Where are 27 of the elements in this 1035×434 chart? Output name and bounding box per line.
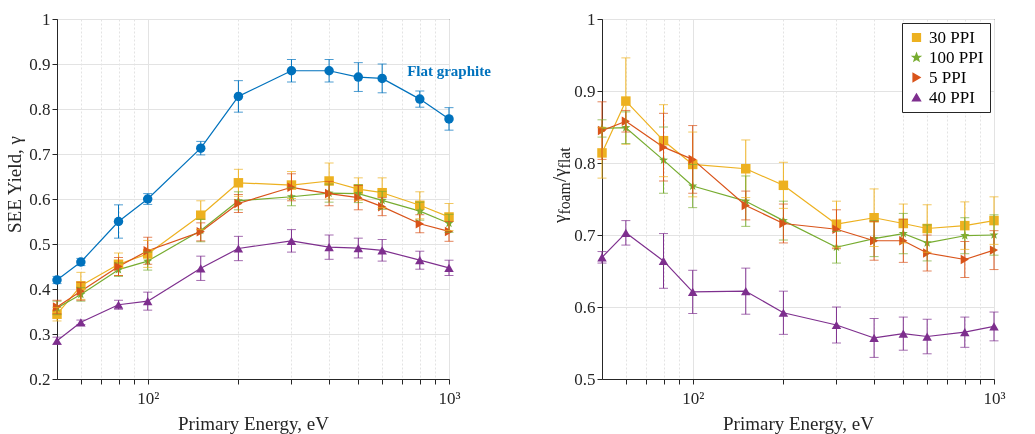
y-axis-title: SEE Yield, γ (4, 135, 26, 236)
y-tick-label: 0.9 (574, 81, 596, 101)
x-tick-label: 10² (682, 388, 705, 408)
y-tick-label: 0.7 (29, 144, 51, 164)
y-tick-label: 1 (42, 9, 51, 29)
series-label: Flat graphite (407, 62, 492, 79)
x-tick-label: 10³ (983, 388, 1006, 408)
legend-label: 5 PPI (929, 67, 967, 87)
legend-label: 100 PPI (929, 47, 984, 67)
y-tick-label: 0.3 (29, 324, 51, 344)
x-tick-label: 10³ (438, 388, 461, 408)
y-tick-label: 0.8 (574, 153, 596, 173)
y-tick-label: 0.6 (574, 297, 596, 317)
x-axis-title: Primary Energy, eV (723, 412, 875, 434)
legend-label: 30 PPI (929, 27, 976, 47)
legend-label: 40 PPI (929, 87, 976, 107)
x-tick-label: 10² (137, 388, 160, 408)
y-tick-label: 0.5 (574, 369, 596, 389)
y-tick-label: 0.2 (29, 369, 51, 389)
y-tick-label: 0.8 (29, 99, 51, 119)
y-tick-label: 0.7 (574, 225, 596, 245)
y-tick-label: 0.5 (29, 234, 51, 254)
y-tick-label: 0.9 (29, 54, 51, 74)
y-tick-label: 0.6 (29, 189, 51, 209)
y-tick-label: 1 (587, 9, 596, 29)
x-axis-title: Primary Energy, eV (178, 412, 330, 434)
y-tick-label: 0.4 (29, 279, 51, 299)
